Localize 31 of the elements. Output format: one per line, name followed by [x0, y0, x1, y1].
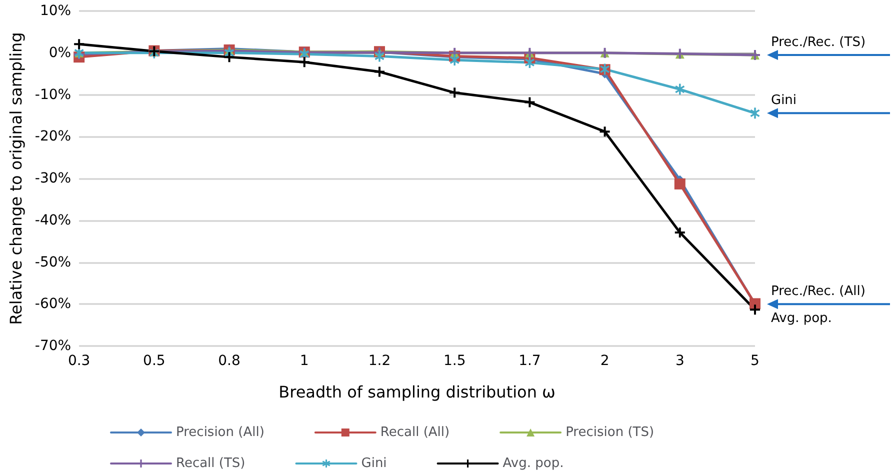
legend-label: Gini [361, 456, 387, 471]
x-tick-label: 1.2 [368, 353, 391, 369]
legend-label: Precision (All) [176, 425, 264, 440]
annotation: Avg. pop. [771, 311, 832, 326]
x-tick-label: 2 [600, 353, 610, 369]
x-tick-label: 1.5 [443, 353, 466, 369]
y-tick-label: -40% [34, 212, 72, 228]
y-tick-label: 0% [48, 44, 72, 61]
y-tick-label: 10% [40, 3, 72, 19]
x-tick-label: 0.5 [143, 353, 166, 369]
annotation: Prec./Rec. (TS) [771, 34, 866, 50]
y-tick-label: -70% [34, 338, 72, 354]
legend-label: Precision (TS) [566, 425, 654, 440]
x-tick-label: 1.7 [518, 353, 541, 369]
annotation: Gini [771, 93, 797, 108]
legend-label: Recall (TS) [176, 456, 246, 471]
y-axis-title: Relative change to original sampling [6, 32, 26, 325]
legend-label: Avg. pop. [502, 456, 564, 471]
y-tick-label: -20% [34, 128, 72, 145]
x-axis-title: Breadth of sampling distribution ω [278, 382, 556, 402]
y-tick-label: -30% [34, 170, 72, 186]
y-tick-label: -60% [34, 296, 72, 312]
annotation: Prec./Rec. (All) [771, 284, 866, 300]
x-tick-label: 0.8 [218, 353, 240, 369]
x-tick-label: 1 [300, 353, 309, 369]
y-tick-label: -50% [34, 254, 72, 270]
legend-label: Recall (All) [380, 425, 450, 440]
x-tick-label: 3 [675, 353, 684, 369]
x-tick-label: 5 [750, 353, 760, 369]
x-tick-label: 0.3 [68, 353, 90, 369]
y-tick-label: -10% [34, 86, 72, 103]
